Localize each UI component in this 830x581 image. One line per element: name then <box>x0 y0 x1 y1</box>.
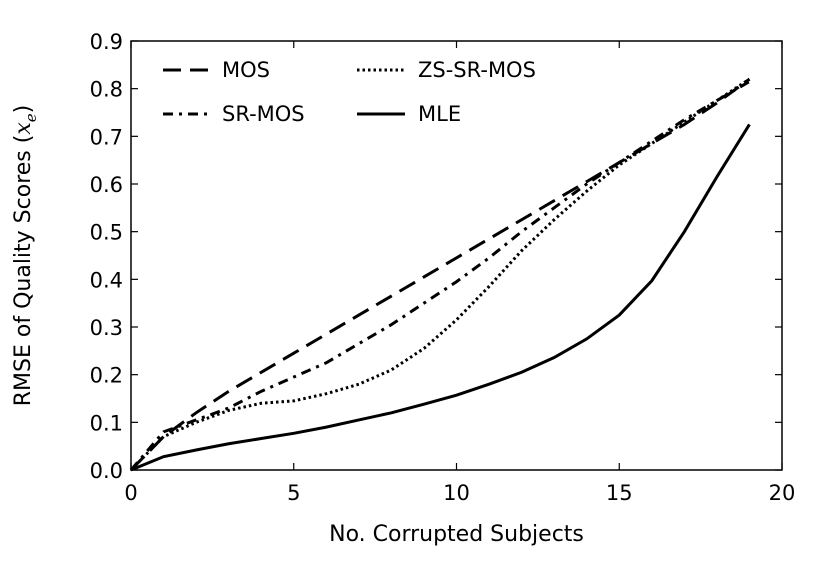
y-tick-label-0.1: 0.1 <box>90 411 123 435</box>
legend-label-mos: MOS <box>222 58 270 82</box>
y-tick-label-0.2: 0.2 <box>90 364 123 388</box>
y-tick-label-0.8: 0.8 <box>90 78 123 102</box>
series-line-zs-sr-mos <box>129 77 751 472</box>
y-tick-label-0.9: 0.9 <box>90 30 123 54</box>
legend-label-sr-mos: SR-MOS <box>222 102 305 126</box>
series-line-sr-mos <box>129 80 751 471</box>
legend-label-zs-sr-mos: ZS-SR-MOS <box>418 58 536 82</box>
x-tick-label-15: 15 <box>606 481 633 505</box>
legend: MOS SR-MOS ZS-SR-MOS MLE <box>163 58 536 126</box>
legend-label-mle: MLE <box>418 102 461 126</box>
x-tick-label-5: 5 <box>287 481 300 505</box>
y-tick-label-0.7: 0.7 <box>90 125 123 149</box>
axis-ticks: 0 5 10 15 20 0.0 0.1 0.2 0.3 0.4 0.5 0.6 0.7 0.8 0.9 <box>90 30 796 505</box>
y-tick-label-0.4: 0.4 <box>90 268 123 292</box>
y-tick-label-0.3: 0.3 <box>90 316 123 340</box>
series-line-mle <box>130 123 751 472</box>
y-tick-label-0.6: 0.6 <box>90 173 123 197</box>
y-axis-label-variable: x <box>11 122 36 135</box>
series-line-mos <box>129 77 751 472</box>
y-axis-label: RMSE of Quality Scores (xe) <box>11 105 40 407</box>
y-tick-label-0.0: 0.0 <box>90 459 123 483</box>
y-axis-label-subscript: e <box>22 113 40 122</box>
x-tick-label-20: 20 <box>769 481 796 505</box>
y-axis-label-main: RMSE of Quality Scores ( <box>11 135 36 407</box>
x-tick-label-10: 10 <box>443 481 470 505</box>
y-tick-label-0.5: 0.5 <box>90 221 123 245</box>
plot-lines <box>129 77 751 472</box>
x-tick-label-0: 0 <box>124 481 137 505</box>
y-axis-label-close: ) <box>11 105 36 114</box>
x-axis-label: No. Corrupted Subjects <box>329 522 584 547</box>
